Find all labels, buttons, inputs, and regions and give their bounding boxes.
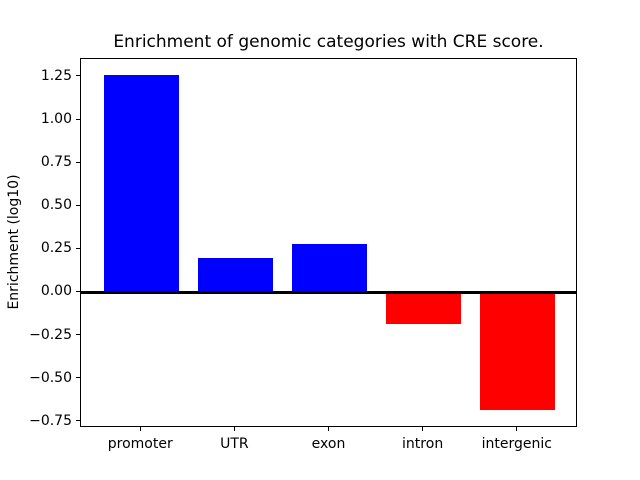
chart-title: Enrichment of genomic categories with CR… xyxy=(113,32,544,52)
y-tick-mark xyxy=(76,247,80,249)
x-tick-mark xyxy=(516,427,518,431)
y-tick-label: 0.25 xyxy=(40,240,72,257)
y-tick-label: 0.00 xyxy=(40,283,72,300)
x-tick-label-exon: exon xyxy=(311,436,346,452)
x-tick-mark xyxy=(233,427,235,431)
y-tick-mark xyxy=(76,75,80,77)
x-tick-label-intron: intron xyxy=(402,436,444,452)
y-tick-label: 1.25 xyxy=(40,67,72,84)
x-tick-label-promoter: promoter xyxy=(107,436,173,452)
x-tick-mark xyxy=(139,427,141,431)
x-tick-mark xyxy=(422,427,424,431)
bar-intergenic xyxy=(480,292,556,410)
x-tick-label-UTR: UTR xyxy=(220,436,249,452)
bar-intron xyxy=(385,292,462,324)
y-tick-label: 0.75 xyxy=(40,154,72,171)
y-tick-mark xyxy=(76,420,80,422)
y-tick-mark xyxy=(76,334,80,336)
bar-exon xyxy=(291,244,368,293)
x-tick-mark xyxy=(328,427,329,431)
y-tick-label: −0.75 xyxy=(29,412,72,429)
bar-UTR xyxy=(197,257,274,293)
y-tick-mark xyxy=(76,118,80,120)
y-tick-mark xyxy=(76,204,80,206)
y-tick-mark xyxy=(76,290,80,292)
x-tick-label-intergenic: intergenic xyxy=(481,436,552,452)
y-tick-label: −0.25 xyxy=(29,326,72,343)
zero-line xyxy=(81,290,576,294)
bar-promoter xyxy=(103,75,179,293)
y-tick-label: 0.50 xyxy=(40,197,72,214)
y-tick-mark xyxy=(76,377,80,379)
y-tick-mark xyxy=(76,161,80,163)
y-tick-label: 1.00 xyxy=(40,111,72,128)
plot-area xyxy=(80,58,577,427)
y-tick-label: −0.50 xyxy=(29,369,72,386)
